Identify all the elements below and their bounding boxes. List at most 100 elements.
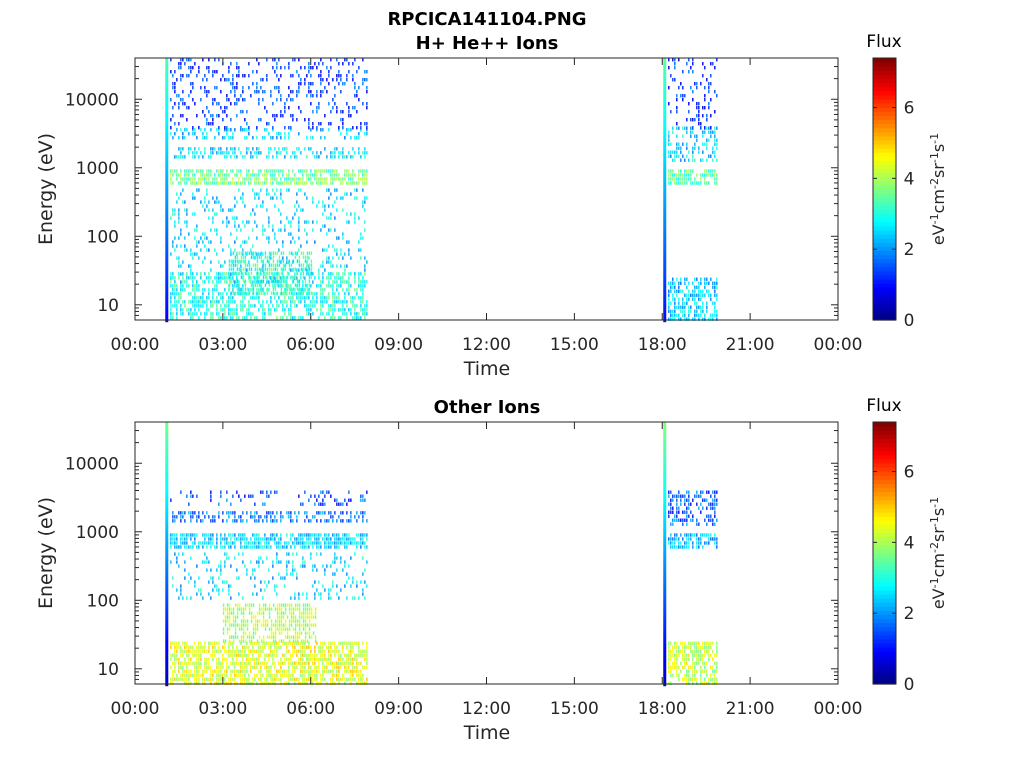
spectrogram-cell — [322, 537, 324, 541]
spectrogram-cell — [352, 106, 354, 110]
spectrogram-cell — [262, 279, 265, 283]
spectrogram-cell — [266, 584, 268, 588]
spectrogram-cell — [310, 673, 312, 677]
spectrogram-cell — [304, 619, 307, 623]
spectrogram-cell — [264, 515, 266, 519]
spectrogram-cell — [316, 588, 318, 592]
spectrogram-cell — [362, 82, 364, 86]
spectrogram-cell — [210, 128, 212, 132]
spectrogram-cell — [165, 674, 169, 678]
spectrogram-cell — [302, 533, 304, 537]
spectrogram-cell — [172, 533, 174, 537]
spectrogram-cell — [234, 556, 236, 560]
spectrogram-cell — [326, 155, 328, 159]
spectrogram-cell — [280, 619, 283, 623]
spectrogram-cell — [342, 537, 344, 541]
spectrogram-cell — [208, 177, 210, 181]
spectrogram-cell — [180, 192, 182, 196]
spectrogram-cell — [274, 645, 276, 649]
spectrogram-cell — [266, 519, 268, 523]
spectrogram-cell — [252, 494, 254, 498]
spectrogram-cell — [692, 90, 694, 94]
spectrogram-cell — [296, 287, 299, 291]
spectrogram-cell — [165, 533, 169, 537]
spectrogram-cell — [362, 572, 364, 576]
spectrogram-cell — [224, 155, 226, 159]
spectrogram-cell — [360, 316, 362, 320]
spectrogram-cell — [328, 74, 330, 78]
spectrogram-cell — [246, 312, 248, 316]
spectrogram-cell — [292, 669, 294, 673]
spectrogram-cell — [264, 292, 266, 296]
spectrogram-cell — [356, 545, 358, 549]
spectrogram-cell — [192, 173, 194, 177]
spectrogram-cell — [188, 312, 190, 316]
spectrogram-cell — [274, 308, 276, 312]
spectrogram-cell — [706, 281, 708, 285]
spectrogram-cell — [280, 94, 282, 98]
spectrogram-cell — [284, 110, 286, 114]
spectrogram-cell — [280, 607, 283, 611]
spectrogram-cell — [240, 498, 242, 502]
spectrogram-cell — [228, 66, 230, 70]
spectrogram-cell — [280, 98, 282, 102]
spectrogram-cell — [663, 515, 667, 519]
spectrogram-cell — [686, 173, 688, 177]
spectrogram-cell — [336, 592, 338, 596]
spectrogram-cell — [174, 208, 176, 212]
spectrogram-cell — [362, 200, 364, 204]
spectrogram-cell — [202, 240, 204, 244]
spectrogram-cell — [172, 212, 174, 216]
spectrogram-cell — [165, 491, 169, 495]
spectrogram-cell — [232, 649, 234, 653]
spectrogram-cell — [338, 128, 340, 132]
spectrogram-cell — [212, 122, 214, 126]
spectrogram-cell — [688, 305, 690, 309]
spectrogram-cell — [276, 541, 278, 545]
spectrogram-cell — [292, 552, 294, 556]
spectrogram-cell — [176, 300, 178, 304]
spectrogram-cell — [204, 136, 206, 140]
spectrogram-cell — [240, 649, 242, 653]
spectrogram-cell — [212, 588, 214, 592]
spectrogram-cell — [356, 196, 358, 200]
spectrogram-cell — [200, 276, 202, 280]
spectrogram-cell — [224, 316, 226, 320]
spectrogram-cell — [242, 533, 244, 537]
spectrogram-cell — [308, 70, 310, 74]
spectrogram-cell — [226, 681, 228, 685]
spectrogram-cell — [322, 212, 324, 216]
spectrogram-cell — [304, 677, 306, 681]
spectrogram-cell — [180, 272, 182, 276]
spectrogram-cell — [364, 498, 366, 502]
spectrogram-cell — [322, 169, 324, 173]
spectrogram-cell — [290, 74, 292, 78]
spectrogram-cell — [178, 196, 180, 200]
spectrogram-cell — [330, 645, 332, 649]
spectrogram-cell — [708, 317, 710, 321]
spectrogram-cell — [242, 200, 244, 204]
spectrogram-cell — [288, 132, 290, 136]
spectrogram-cell — [260, 251, 263, 255]
spectrogram-cell — [698, 102, 700, 106]
spectrogram-cell — [174, 236, 176, 240]
spectrogram-cell — [286, 188, 288, 192]
spectrogram-cell — [216, 177, 218, 181]
spectrogram-cell — [684, 169, 686, 173]
spectrogram-cell — [280, 74, 282, 78]
spectrogram-cell — [228, 653, 230, 657]
spectrogram-cell — [224, 533, 226, 537]
spectrogram-cell — [246, 545, 248, 549]
spectrogram-cell — [282, 147, 284, 151]
spectrogram-cell — [180, 228, 182, 232]
spectrogram-cell — [165, 61, 169, 65]
spectrogram-cell — [165, 500, 169, 504]
colorbar-segment — [873, 119, 896, 125]
spectrogram-cell — [165, 298, 169, 302]
spectrogram-cell — [216, 568, 218, 572]
spectrogram-cell — [188, 106, 190, 110]
spectrogram-cell — [236, 267, 239, 271]
spectrogram-cell — [348, 537, 350, 541]
spectrogram-cell — [340, 181, 342, 185]
spectrogram-cell — [234, 102, 236, 106]
